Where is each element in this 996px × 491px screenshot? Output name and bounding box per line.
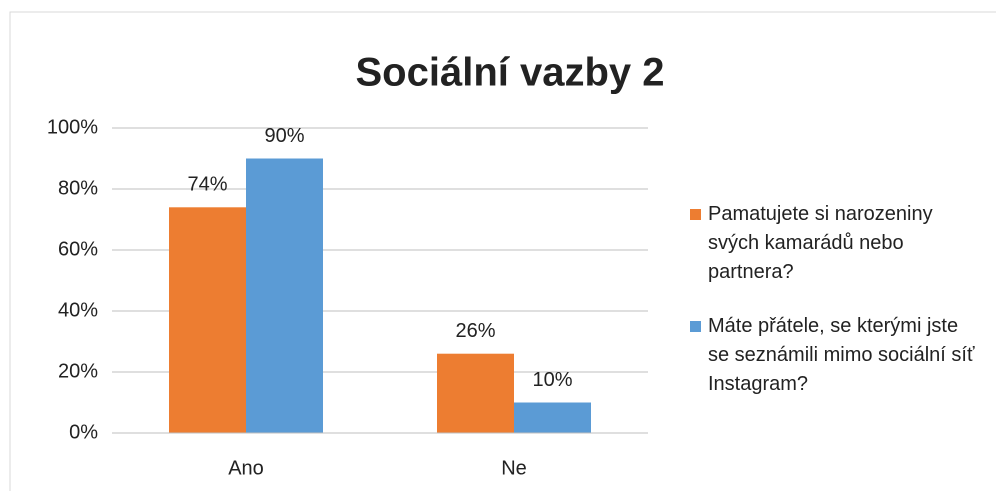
x-tick-label: Ne bbox=[501, 457, 527, 479]
bar bbox=[246, 158, 323, 433]
data-label: 10% bbox=[532, 369, 572, 391]
y-tick-label: 100% bbox=[47, 116, 98, 138]
y-tick-label: 60% bbox=[58, 238, 98, 260]
data-label: 90% bbox=[264, 125, 304, 147]
legend-item: Máte přátele, se kterými jste se seznámi… bbox=[690, 312, 980, 399]
legend-label: Máte přátele, se kterými jste se seznámi… bbox=[708, 315, 975, 395]
legend-label: Pamatujete si narozeniny svých kamarádů … bbox=[708, 203, 933, 283]
data-label: 26% bbox=[455, 320, 495, 342]
chart-title: Sociální vazby 2 bbox=[355, 51, 664, 95]
y-tick-label: 0% bbox=[69, 421, 98, 443]
bar bbox=[437, 353, 514, 433]
x-tick-label: Ano bbox=[228, 457, 264, 479]
data-label: 74% bbox=[187, 174, 227, 196]
legend-item: Pamatujete si narozeniny svých kamarádů … bbox=[690, 200, 980, 287]
y-tick-label: 20% bbox=[58, 360, 98, 382]
chart-border bbox=[9, 11, 996, 491]
bar bbox=[169, 207, 246, 433]
y-tick-label: 40% bbox=[58, 299, 98, 321]
legend-swatch bbox=[690, 209, 701, 220]
legend-swatch bbox=[690, 321, 701, 332]
bar bbox=[514, 402, 591, 433]
y-tick-label: 80% bbox=[58, 177, 98, 199]
